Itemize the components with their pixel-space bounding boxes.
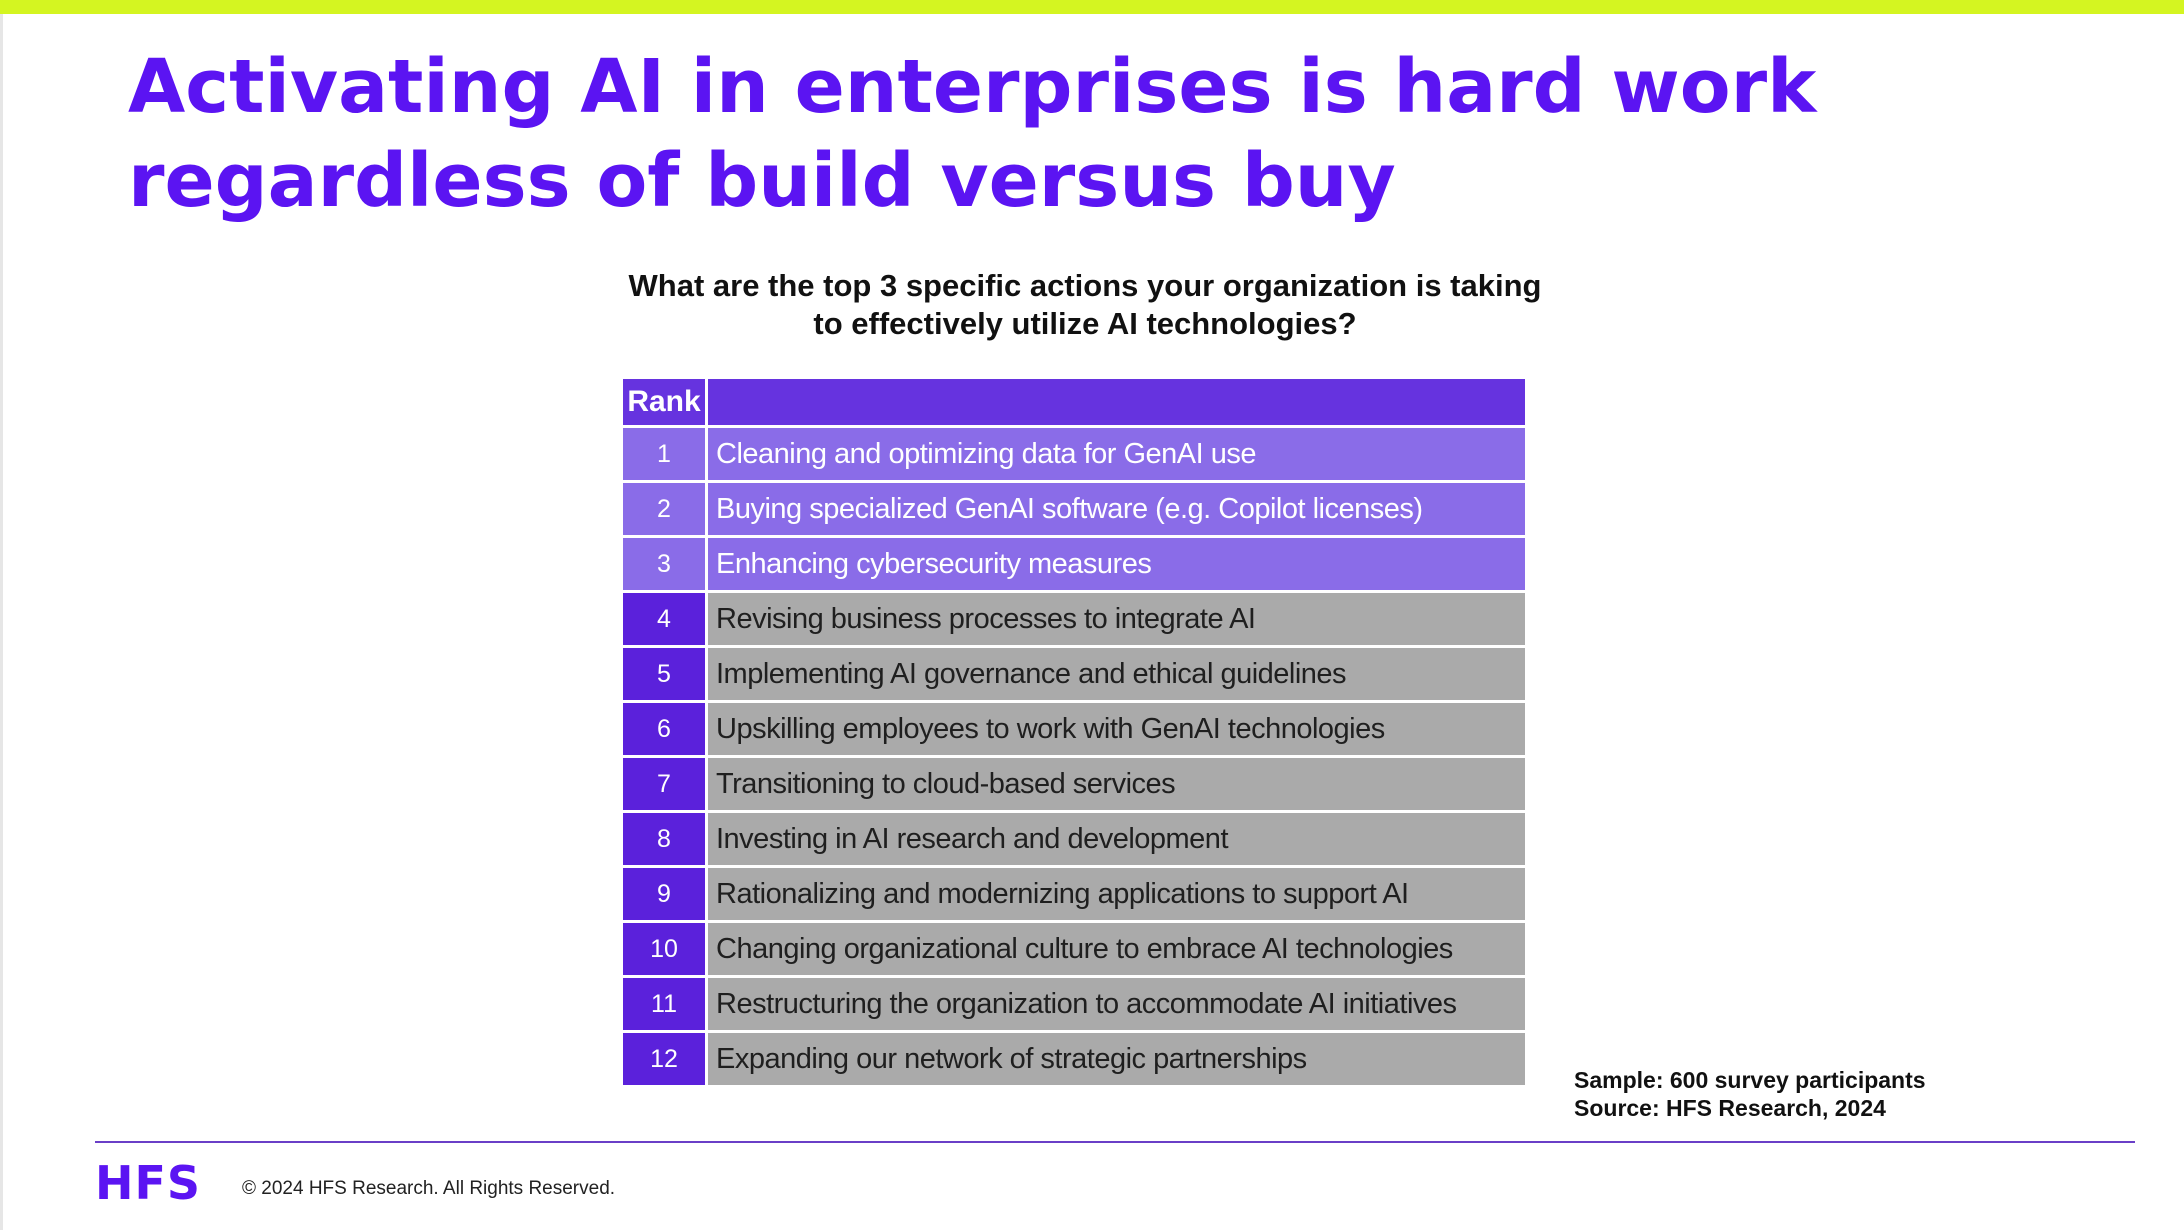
survey-question: What are the top 3 specific actions your… [560,267,1610,343]
table-row: 9 Rationalizing and modernizing applicat… [620,865,1528,923]
table-row: 2 Buying specialized GenAI software (e.g… [620,480,1528,538]
rank-cell: 11 [620,975,708,1033]
rank-cell: 4 [620,590,708,648]
action-cell: Buying specialized GenAI software (e.g. … [705,480,1528,538]
left-edge-line [0,14,3,1230]
footer-divider [95,1141,2135,1143]
rank-cell: 7 [620,755,708,813]
table-header-row: Rank [620,376,1528,428]
table-row: 11 Restructuring the organization to acc… [620,975,1528,1033]
rank-cell: 2 [620,480,708,538]
action-cell: Rationalizing and modernizing applicatio… [705,865,1528,923]
rank-cell: 8 [620,810,708,868]
action-cell: Expanding our network of strategic partn… [705,1030,1528,1088]
action-cell: Revising business processes to integrate… [705,590,1528,648]
rank-cell: 10 [620,920,708,978]
source-text: Source: HFS Research, 2024 [1574,1095,1886,1121]
action-cell: Cleaning and optimizing data for GenAI u… [705,425,1528,483]
table-row: 12 Expanding our network of strategic pa… [620,1030,1528,1088]
copyright-text: © 2024 HFS Research. All Rights Reserved… [242,1178,616,1199]
rank-cell: 6 [620,700,708,758]
action-cell: Restructuring the organization to accomm… [705,975,1528,1033]
ranking-table: Rank 1 Cleaning and optimizing data for … [620,376,1528,1088]
action-cell: Transitioning to cloud-based services [705,755,1528,813]
action-cell: Investing in AI research and development [705,810,1528,868]
slide-title: Activating AI in enterprises is hard wor… [128,40,2028,228]
rank-cell: 1 [620,425,708,483]
action-cell: Changing organizational culture to embra… [705,920,1528,978]
source-note: Sample: 600 survey participants Source: … [1574,1066,1994,1122]
action-cell: Implementing AI governance and ethical g… [705,645,1528,703]
action-cell: Upskilling employees to work with GenAI … [705,700,1528,758]
sample-size-text: Sample: 600 survey participants [1574,1067,1926,1093]
table-row: 6 Upskilling employees to work with GenA… [620,700,1528,758]
survey-question-line-1: What are the top 3 specific actions your… [628,268,1542,303]
slide-title-line-1: Activating AI in enterprises is hard wor… [128,44,1817,130]
action-column-header [705,376,1528,428]
table-row: 10 Changing organizational culture to em… [620,920,1528,978]
rank-cell: 3 [620,535,708,593]
hfs-logo: HFS [95,1156,202,1210]
table-row: 5 Implementing AI governance and ethical… [620,645,1528,703]
rank-cell: 5 [620,645,708,703]
rank-cell: 9 [620,865,708,923]
table-row: 4 Revising business processes to integra… [620,590,1528,648]
slide-title-line-2: regardless of build versus buy [128,138,1396,224]
table-row: 8 Investing in AI research and developme… [620,810,1528,868]
action-cell: Enhancing cybersecurity measures [705,535,1528,593]
survey-question-line-2: to effectively utilize AI technologies? [813,306,1357,341]
top-accent-bar [0,0,2184,14]
table-row: 1 Cleaning and optimizing data for GenAI… [620,425,1528,483]
table-row: 7 Transitioning to cloud-based services [620,755,1528,813]
rank-column-header: Rank [620,376,708,428]
rank-cell: 12 [620,1030,708,1088]
table-row: 3 Enhancing cybersecurity measures [620,535,1528,593]
